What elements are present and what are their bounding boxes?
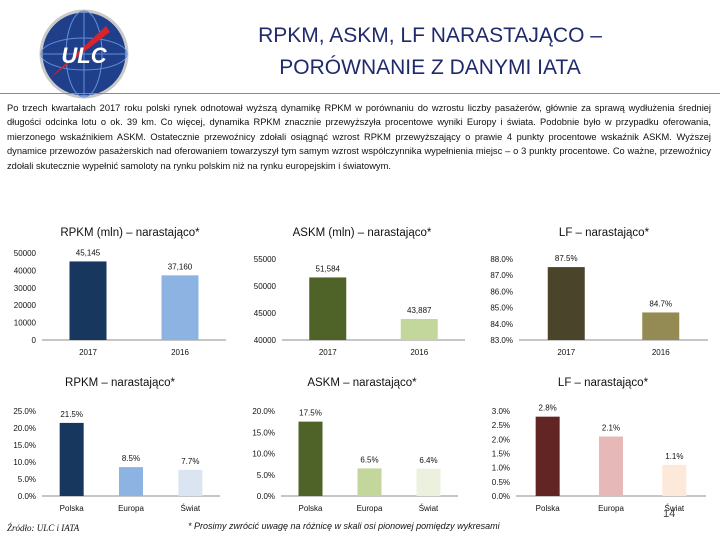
- bar: [69, 261, 107, 340]
- bar: [298, 421, 323, 496]
- y-tick-label: 0.5%: [492, 478, 510, 487]
- title-divider: [0, 93, 720, 94]
- y-tick-label: 20000: [14, 301, 37, 310]
- y-tick-label: 0.0%: [257, 492, 275, 501]
- data-label: 8.5%: [122, 454, 140, 463]
- chart-title: RPKM – narastająco*: [65, 377, 175, 389]
- bar: [599, 436, 623, 496]
- slide-title: RPKM, ASKM, LF NARASTAJĄCO – PORÓWNANIE …: [225, 20, 635, 84]
- y-tick-label: 15.0%: [252, 428, 275, 437]
- data-label: 2.8%: [539, 404, 557, 413]
- y-tick-label: 86.0%: [490, 287, 513, 296]
- y-tick-label: 50000: [14, 249, 37, 258]
- data-label: 87.5%: [555, 254, 578, 263]
- category-label: Polska: [298, 504, 323, 513]
- y-tick-label: 20.0%: [13, 424, 36, 433]
- y-tick-label: 3.0%: [492, 407, 510, 416]
- data-label: 51,584: [316, 264, 341, 273]
- data-label: 37,160: [168, 262, 193, 271]
- y-tick-label: 0.0%: [18, 492, 36, 501]
- y-tick-label: 15.0%: [13, 441, 36, 450]
- y-tick-label: 10.0%: [252, 450, 275, 459]
- footnote: * Prosimy zwrócić uwagę na różnicę w ska…: [188, 521, 500, 531]
- y-tick-label: 1.5%: [492, 450, 510, 459]
- y-tick-label: 83.0%: [490, 336, 513, 345]
- chart-title: ASKM – narastająco*: [307, 377, 417, 389]
- category-label: 2016: [410, 348, 428, 357]
- category-label: 2017: [557, 348, 575, 357]
- bar: [178, 469, 203, 496]
- bar: [119, 467, 143, 496]
- y-tick-label: 55000: [254, 255, 277, 264]
- bar: [400, 319, 438, 340]
- y-tick-label: 25.0%: [13, 407, 36, 416]
- bar: [547, 267, 585, 340]
- page-number: 14: [663, 508, 676, 520]
- category-label: Europa: [118, 504, 144, 513]
- data-label: 45,145: [76, 248, 101, 257]
- ulc-globe-logo-icon: ULC: [39, 9, 129, 99]
- slide-title-line-1: RPKM, ASKM, LF NARASTAJĄCO –: [258, 24, 602, 47]
- y-tick-label: 84.0%: [490, 320, 513, 329]
- category-label: 2016: [652, 348, 670, 357]
- y-tick-label: 50000: [254, 282, 277, 291]
- y-tick-label: 85.0%: [490, 304, 513, 313]
- data-label: 6.4%: [419, 456, 437, 465]
- data-label: 6.5%: [360, 455, 378, 464]
- source-note: Źródło: ULC i IATA: [7, 523, 80, 533]
- bar: [662, 464, 687, 496]
- chart-title: LF – narastająco*: [558, 377, 649, 389]
- logo-text: ULC: [61, 43, 107, 68]
- category-label: 2017: [319, 348, 337, 357]
- y-tick-label: 0.0%: [492, 492, 510, 501]
- y-tick-label: 30000: [14, 284, 37, 293]
- y-tick-label: 5.0%: [257, 471, 275, 480]
- bar: [416, 468, 441, 496]
- y-tick-label: 5.0%: [18, 475, 36, 484]
- y-tick-label: 88.0%: [490, 255, 513, 264]
- category-label: 2017: [79, 348, 97, 357]
- bar: [309, 277, 347, 340]
- y-tick-label: 20.0%: [252, 407, 275, 416]
- category-label: Polska: [536, 504, 561, 513]
- bar: [357, 468, 382, 496]
- chart-title: RPKM (mln) – narastająco*: [60, 227, 200, 239]
- category-label: Europa: [598, 504, 624, 513]
- data-label: 2.1%: [602, 424, 620, 433]
- data-label: 43,887: [407, 306, 432, 315]
- bar: [161, 275, 199, 340]
- slide-title-line-2: PORÓWNANIE Z DANYMI IATA: [279, 56, 581, 79]
- y-tick-label: 2.5%: [492, 421, 510, 430]
- category-label: Świat: [665, 504, 685, 513]
- data-label: 84.7%: [649, 299, 672, 308]
- y-tick-label: 10.0%: [13, 458, 36, 467]
- category-label: 2016: [171, 348, 189, 357]
- category-label: Świat: [181, 504, 201, 513]
- bar: [59, 422, 84, 496]
- y-tick-label: 2.0%: [492, 435, 510, 444]
- chart-title: ASKM (mln) – narastająco*: [293, 227, 432, 239]
- body-paragraph: Po trzech kwartałach 2017 roku polski ry…: [7, 103, 711, 171]
- y-tick-label: 0: [32, 336, 37, 345]
- y-tick-label: 10000: [14, 319, 37, 328]
- y-tick-label: 40000: [14, 266, 37, 275]
- bar: [535, 416, 560, 496]
- data-label: 1.1%: [665, 452, 683, 461]
- data-label: 17.5%: [299, 409, 322, 418]
- y-tick-label: 1.0%: [492, 464, 510, 473]
- y-tick-label: 45000: [254, 309, 277, 318]
- y-tick-label: 40000: [254, 336, 277, 345]
- category-label: Europa: [357, 504, 383, 513]
- category-label: Świat: [419, 504, 439, 513]
- category-label: Polska: [60, 504, 85, 513]
- chart-title: LF – narastająco*: [559, 227, 650, 239]
- data-label: 7.7%: [181, 457, 199, 466]
- data-label: 21.5%: [60, 410, 83, 419]
- bar: [642, 312, 680, 340]
- y-tick-label: 87.0%: [490, 271, 513, 280]
